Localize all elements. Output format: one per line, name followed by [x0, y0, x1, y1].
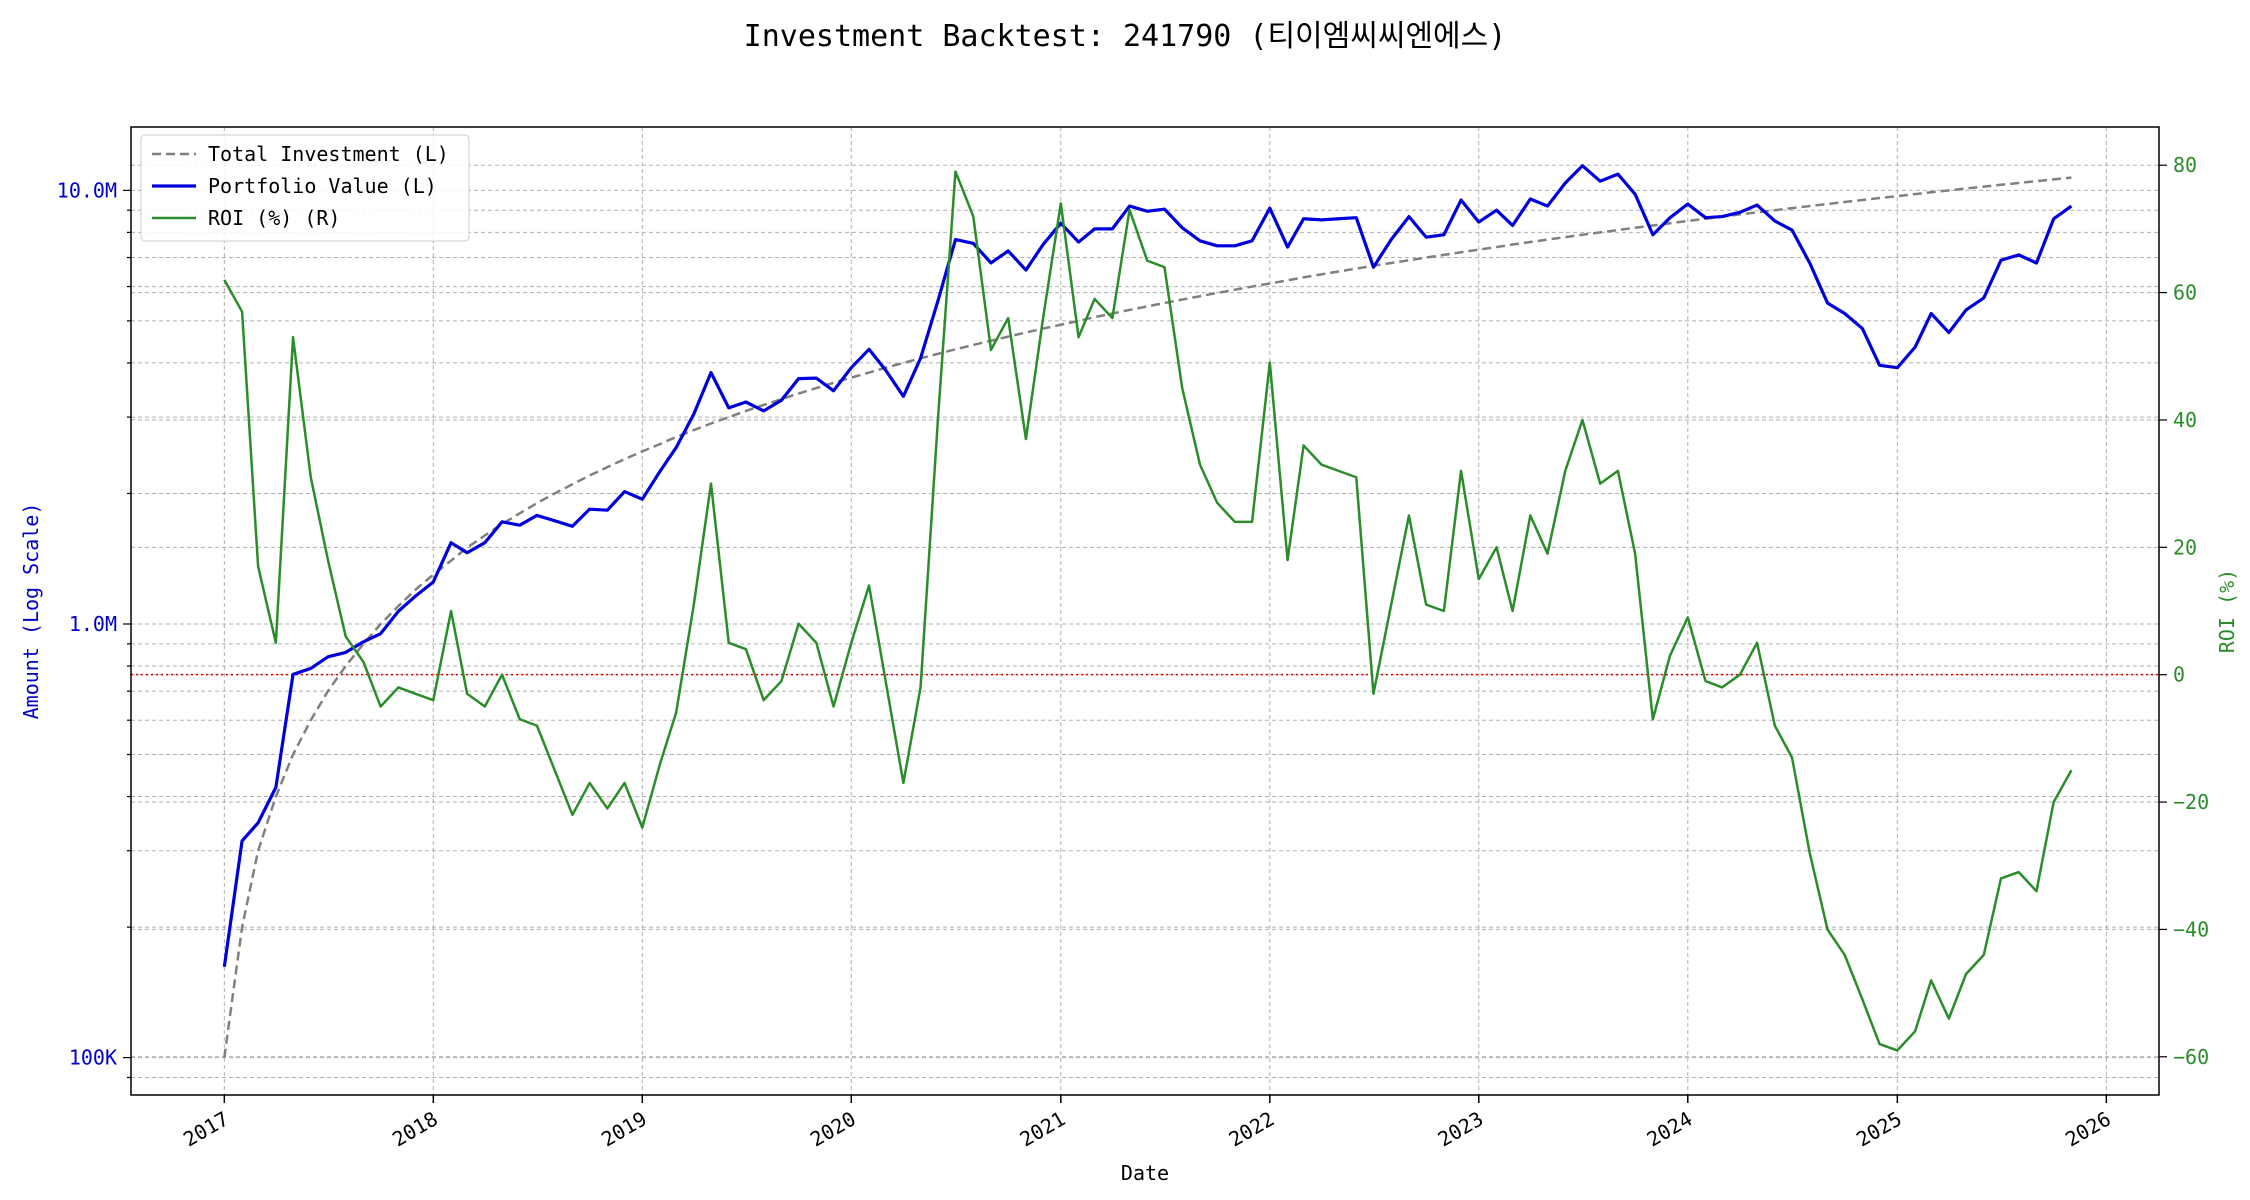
left-y-axis-label: Amount (Log Scale): [19, 503, 43, 720]
grid-lines: [131, 127, 2159, 1095]
legend-roi-label: ROI (%) (R): [208, 206, 340, 230]
right-y-tick-label: 20: [2173, 535, 2197, 559]
x-tick-label: 2019: [597, 1107, 651, 1152]
legend: Total Investment (L) Portfolio Value (L) R…: [140, 134, 470, 242]
legend-portfolio-value-label: Portfolio Value (L): [208, 174, 437, 198]
plot-series: [131, 164, 2159, 1058]
portfolio-value-line: [222, 164, 2073, 967]
x-tick-label: 2017: [179, 1107, 233, 1152]
left-y-tick-label: 10.0M: [57, 178, 117, 202]
x-tick-label: 2018: [388, 1107, 442, 1152]
axes: 2017 2018 2019 2020 2021 2022 2023 2024 2025 2026…: [57, 153, 2209, 1151]
roi-line: [223, 170, 2073, 1052]
right-y-tick-label: −20: [2173, 790, 2209, 814]
right-y-tick-label: −60: [2173, 1045, 2209, 1069]
legend-box: [140, 134, 470, 242]
x-tick-label: 2020: [806, 1107, 860, 1152]
x-tick-label: 2024: [1643, 1107, 1697, 1152]
right-y-tick-label: −40: [2173, 917, 2209, 941]
plot-frame: [130, 126, 2160, 1096]
right-y-axis-label: ROI (%): [2215, 569, 2239, 653]
x-tick-label: 2021: [1016, 1107, 1070, 1152]
x-tick-label: 2026: [2061, 1107, 2115, 1152]
right-y-tick-label: 0: [2173, 663, 2185, 687]
x-tick-label: 2025: [1852, 1107, 1906, 1152]
right-y-tick-label: 60: [2173, 281, 2197, 305]
right-y-tick-label: 80: [2173, 153, 2197, 177]
chart-title: Investment Backtest: 241790 (티이엠씨씨엔에스): [744, 19, 1507, 54]
total-investment-line: [223, 176, 2072, 1058]
left-y-tick-label: 100K: [69, 1046, 117, 1070]
right-y-tick-label: 40: [2173, 408, 2197, 432]
x-axis-label: Date: [1121, 1161, 1169, 1185]
legend-total-investment-label: Total Investment (L): [208, 142, 449, 166]
x-tick-label: 2022: [1225, 1107, 1279, 1152]
x-tick-label: 2023: [1434, 1107, 1488, 1152]
left-y-tick-label: 1.0M: [69, 612, 117, 636]
